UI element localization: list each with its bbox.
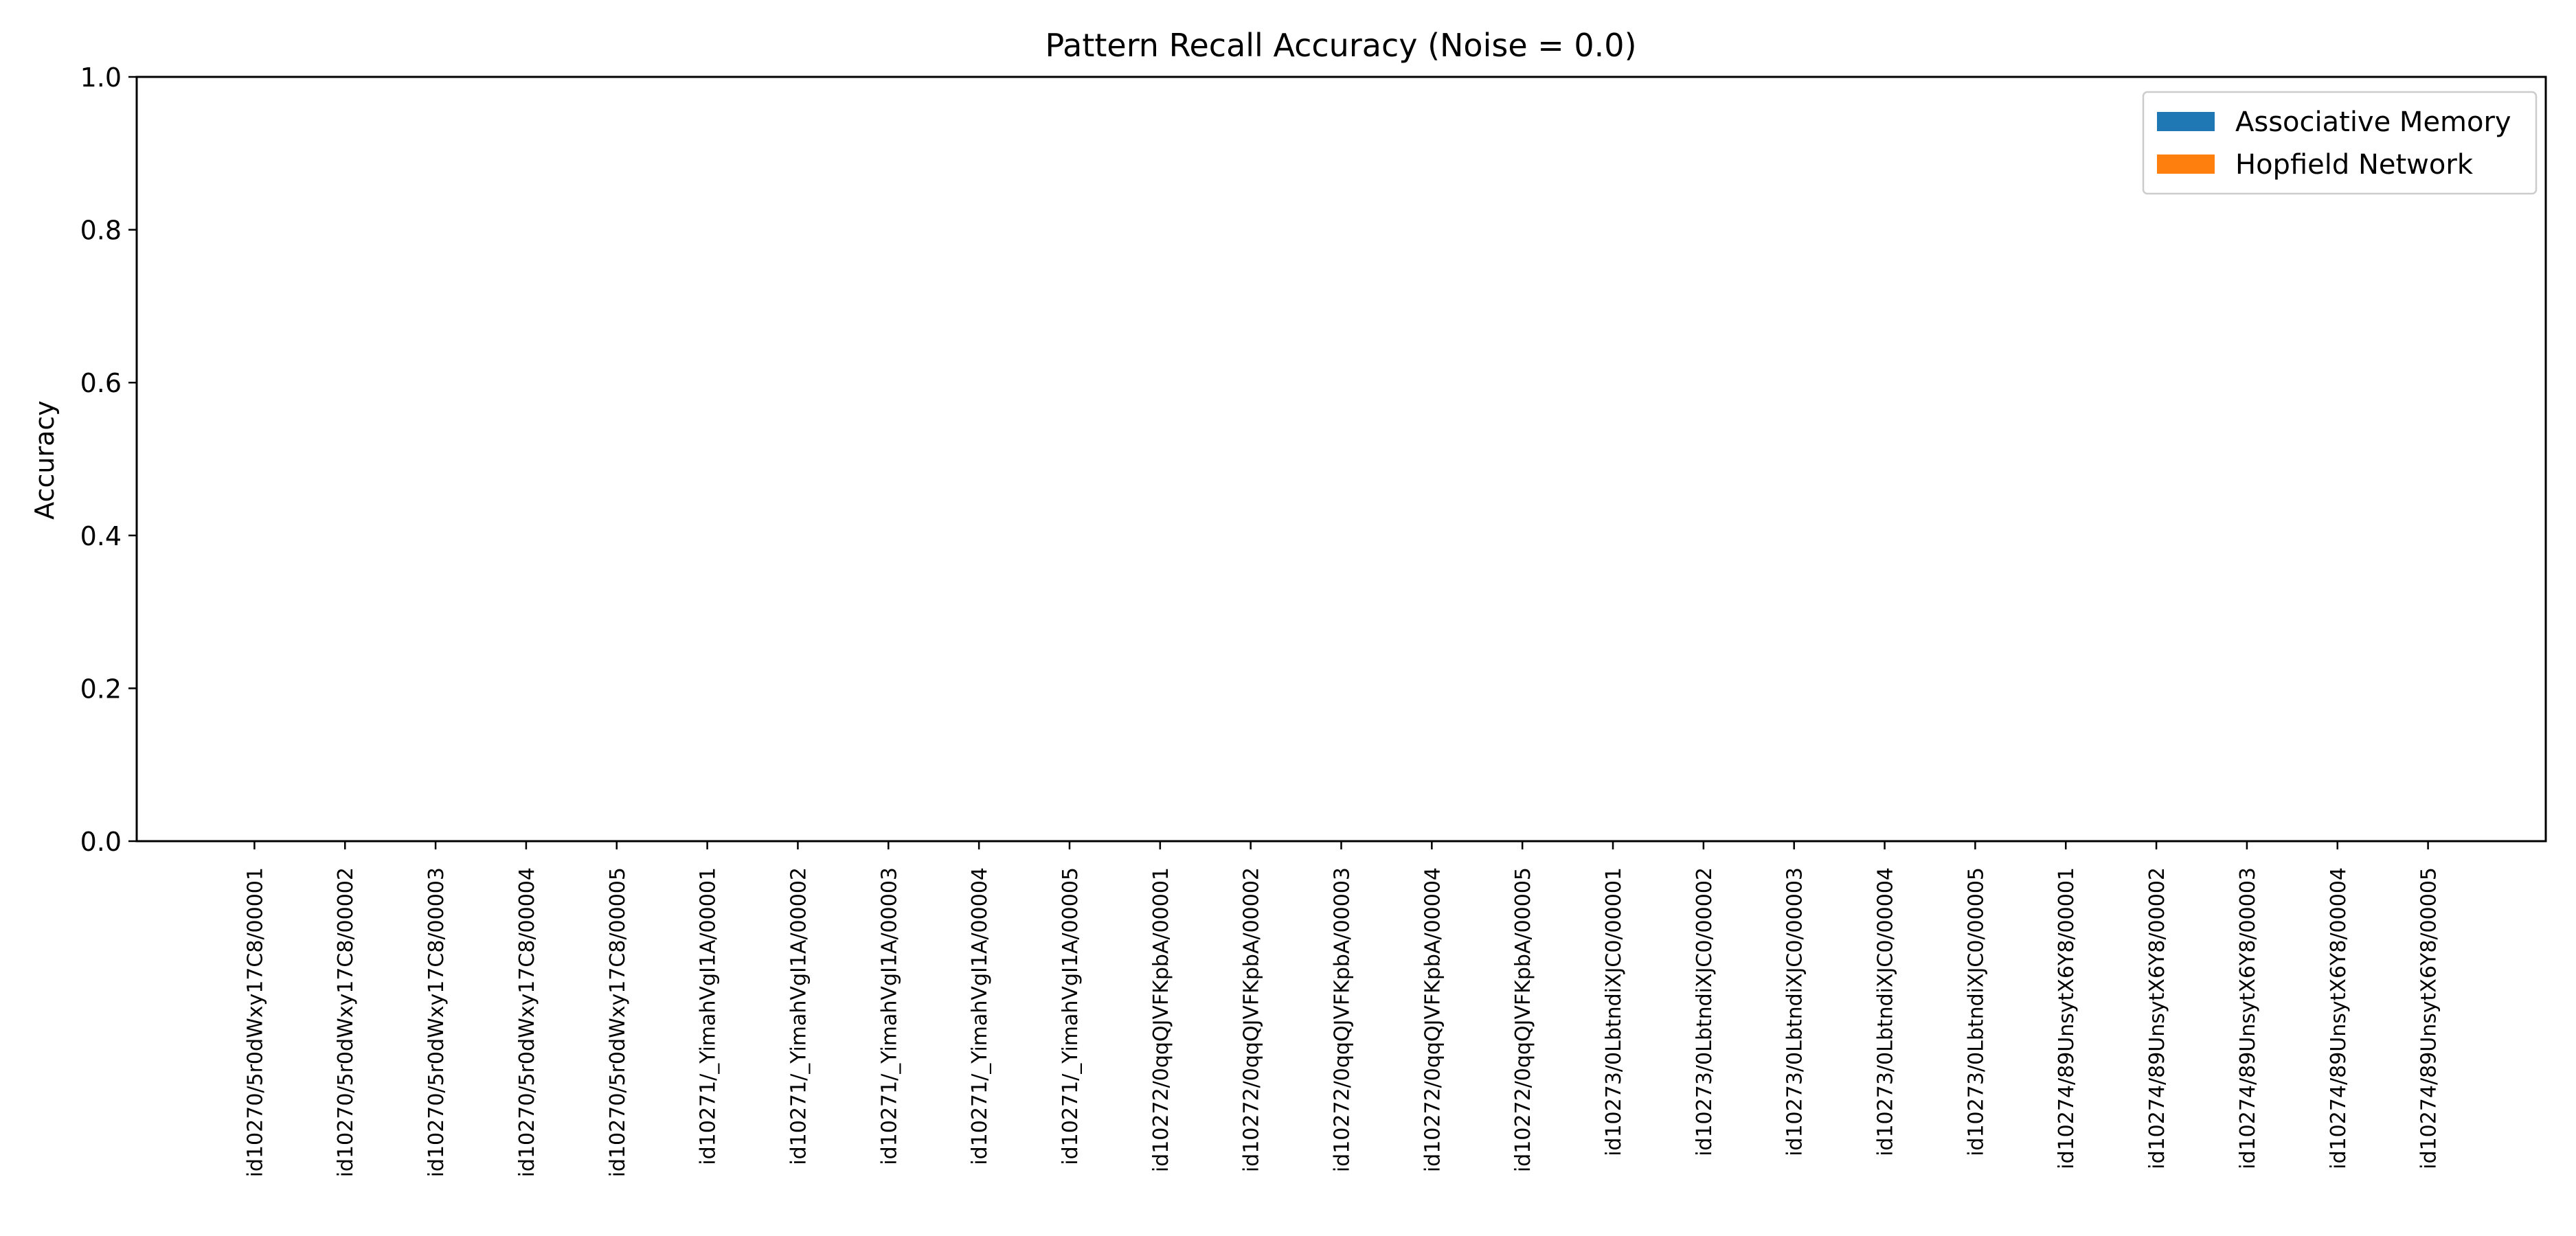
x-tick-label: id10270/5r0dWxy17C8/00005 [606,867,630,1177]
x-tick-label: id10271/_YimahVgI1A/00004 [968,867,992,1165]
x-tick-label: id10272/0qqQJVFKpbA/00004 [1421,867,1445,1172]
y-axis: 0.0 0.2 0.4 0.6 0.8 1.0 [80,62,137,857]
y-axis-label: Accuracy [30,400,60,520]
x-tick-label: id10271/_YimahVgI1A/00005 [1059,867,1083,1165]
x-tick-label: id10274/89UnsytX6Y8/00004 [2327,867,2351,1169]
x-tick-label: id10273/0LbtndiXJC0/00004 [1874,867,1898,1156]
y-tick-label: 0.4 [80,521,122,551]
x-tick-label: id10272/0qqQJVFKpbA/00002 [1240,867,1264,1172]
x-tick-label: id10274/89UnsytX6Y8/00001 [2055,867,2079,1169]
x-tick-label: id10270/5r0dWxy17C8/00002 [334,867,358,1177]
x-tick-label: id10274/89UnsytX6Y8/00003 [2236,867,2260,1169]
x-tick-label: id10273/0LbtndiXJC0/00003 [1783,867,1807,1156]
y-tick-label: 0.8 [80,216,122,246]
legend-frame [2142,91,2538,195]
x-tick-label: id10274/89UnsytX6Y8/00002 [2145,867,2169,1169]
x-tick-label: id10271/_YimahVgI1A/00001 [697,867,721,1165]
x-axis: id10270/5r0dWxy17C8/00001 id10270/5r0dWxy… [243,841,2441,1177]
x-tick-label: id10271/_YimahVgI1A/00003 [877,867,901,1165]
legend-label: Hopfield Network [2235,149,2474,181]
x-tick-label: id10270/5r0dWxy17C8/00004 [515,867,539,1177]
y-tick-label: 1.0 [80,62,122,93]
x-tick-label: id10270/5r0dWxy17C8/00003 [425,867,449,1177]
x-tick-label: id10274/89UnsytX6Y8/00005 [2417,867,2441,1169]
x-tick-label: id10271/_YimahVgI1A/00002 [787,867,811,1165]
x-tick-label: id10273/0LbtndiXJC0/00002 [1693,867,1717,1156]
x-tick-label: id10270/5r0dWxy17C8/00001 [243,867,267,1177]
x-tick-label: id10273/0LbtndiXJC0/00001 [1602,867,1626,1156]
x-tick-label: id10272/0qqQJVFKpbA/00005 [1511,867,1535,1172]
x-tick-label: id10273/0LbtndiXJC0/00005 [1964,867,1988,1156]
plot-area-frame [135,76,2547,843]
y-tick-label: 0.0 [80,827,122,857]
y-tick-label: 0.2 [80,674,122,704]
legend-swatch [2157,154,2215,174]
x-tick-label: id10272/0qqQJVFKpbA/00001 [1149,867,1173,1172]
y-tick-label: 0.6 [80,368,122,398]
legend-label: Associative Memory [2235,106,2511,138]
legend: Associative Memory Hopfield Network [2142,91,2538,195]
x-tick-label: id10272/0qqQJVFKpbA/00003 [1331,867,1355,1172]
legend-swatch [2157,112,2215,131]
chart-title: Pattern Recall Accuracy (Noise = 0.0) [1045,27,1636,64]
